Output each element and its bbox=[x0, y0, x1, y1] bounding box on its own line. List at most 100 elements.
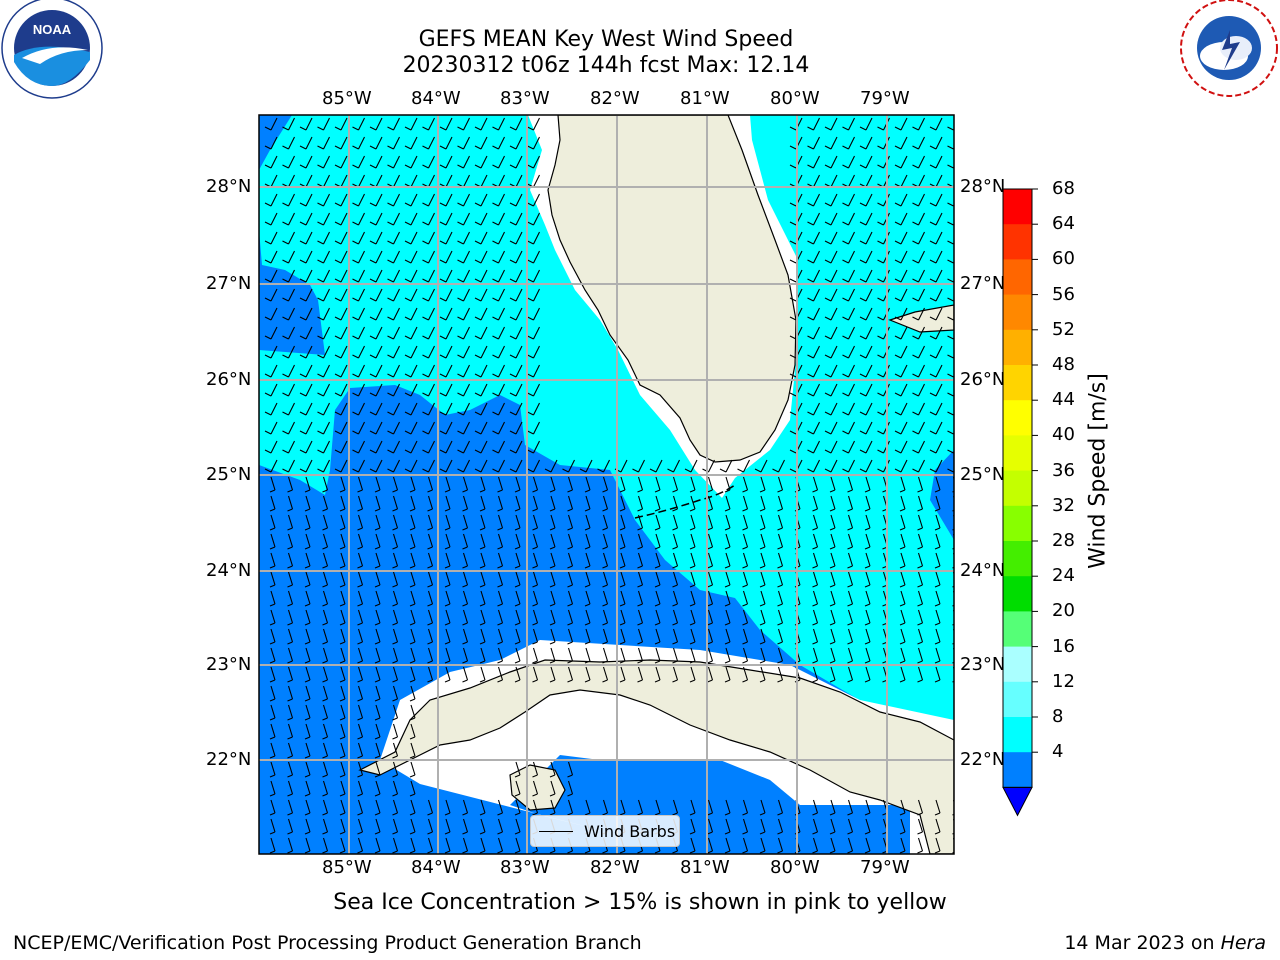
wind-barb bbox=[934, 514, 941, 531]
wind-barb bbox=[269, 837, 276, 854]
wind-barb bbox=[527, 155, 540, 169]
wind-barb bbox=[514, 609, 521, 626]
wind-barb bbox=[894, 383, 908, 397]
wind-barb bbox=[947, 259, 954, 264]
colorbar-frame bbox=[1002, 188, 1033, 788]
wind-barb bbox=[474, 421, 488, 435]
wind-barb bbox=[847, 799, 854, 816]
wind-barb bbox=[287, 818, 294, 835]
wind-barb bbox=[812, 666, 819, 683]
wind-barb bbox=[829, 533, 836, 550]
wind-barb bbox=[374, 742, 381, 759]
wind-barb bbox=[947, 373, 954, 378]
lon-tick-top: 80°W bbox=[770, 88, 820, 109]
wind-barb bbox=[352, 231, 365, 245]
wind-barb bbox=[947, 411, 954, 416]
wind-barb bbox=[842, 402, 855, 416]
wind-barb bbox=[912, 155, 925, 169]
wind-barb bbox=[299, 117, 313, 131]
wind-barb bbox=[894, 212, 908, 226]
wind-barb bbox=[374, 761, 381, 778]
wind-barb bbox=[899, 628, 906, 645]
wind-barb bbox=[584, 552, 591, 569]
wind-barb bbox=[894, 402, 908, 416]
wind-barb bbox=[777, 552, 784, 569]
wind-barb bbox=[339, 552, 346, 569]
wind-barb bbox=[689, 647, 696, 664]
wind-barb bbox=[509, 326, 523, 340]
wind-barb bbox=[527, 117, 540, 131]
wind-barb bbox=[602, 647, 609, 664]
wind-barb bbox=[654, 514, 661, 531]
wind-barb bbox=[847, 818, 854, 835]
wind-barb bbox=[934, 818, 941, 835]
wind-barb bbox=[282, 345, 295, 359]
wind-barb bbox=[742, 533, 749, 550]
wind-barb bbox=[549, 761, 556, 778]
wind-barb bbox=[929, 269, 943, 283]
map-graticule bbox=[259, 115, 954, 854]
lon-tick-top: 85°W bbox=[322, 88, 372, 109]
wind-barb bbox=[392, 818, 399, 835]
wind-barb bbox=[829, 571, 836, 588]
wind-barb bbox=[532, 552, 539, 569]
wind-barb bbox=[287, 704, 294, 721]
wind-barb bbox=[287, 780, 294, 797]
colorbar-tick-label: 56 bbox=[1052, 283, 1075, 305]
wind-barb bbox=[322, 628, 329, 645]
wind-barb bbox=[282, 364, 295, 378]
wind-barb bbox=[269, 533, 276, 550]
wind-barb bbox=[934, 799, 941, 816]
wind-barb bbox=[807, 307, 820, 321]
wind-barb bbox=[462, 571, 469, 588]
noaa-logo-text: NOAA bbox=[33, 22, 72, 37]
colorbar-tick-label: 64 bbox=[1052, 213, 1075, 235]
wind-barb bbox=[422, 345, 435, 359]
wind-barb bbox=[352, 250, 365, 264]
wind-barb bbox=[444, 495, 451, 512]
wind-barb bbox=[422, 440, 435, 454]
florida-land bbox=[547, 115, 797, 463]
wind-barb bbox=[474, 440, 488, 454]
wind-barb bbox=[322, 609, 329, 626]
wind-barb bbox=[754, 459, 768, 473]
wind-barb bbox=[724, 552, 731, 569]
wind-barb bbox=[707, 837, 714, 854]
wind-barb bbox=[829, 818, 836, 835]
wind-barb bbox=[339, 761, 346, 778]
wind-barb bbox=[334, 193, 348, 207]
wind-barb bbox=[299, 459, 313, 473]
wind-barb bbox=[549, 552, 556, 569]
wind-barb bbox=[457, 193, 470, 207]
wind-barb bbox=[824, 269, 838, 283]
wind-barb bbox=[457, 212, 470, 226]
wind-barb bbox=[439, 459, 453, 473]
wind-barb bbox=[374, 590, 381, 607]
wind-barb bbox=[894, 288, 908, 302]
wind-barb bbox=[654, 647, 661, 664]
wind-barb bbox=[912, 364, 925, 378]
wind-barb bbox=[439, 136, 453, 150]
wind-barb bbox=[509, 117, 523, 131]
wind-barb bbox=[369, 421, 383, 435]
wind-barb bbox=[637, 514, 644, 531]
wind-barb bbox=[689, 837, 696, 854]
wind-barb bbox=[824, 459, 838, 473]
wind-barb bbox=[439, 345, 453, 359]
wind-barb bbox=[724, 628, 731, 645]
wind-barb bbox=[654, 799, 661, 816]
wind-barb bbox=[602, 495, 609, 512]
wind-barb bbox=[334, 402, 348, 416]
colorbar-segment bbox=[1003, 717, 1032, 753]
wind-barb bbox=[689, 628, 696, 645]
wind-barb bbox=[269, 552, 276, 569]
wind-barb bbox=[777, 495, 784, 512]
wind-barb bbox=[772, 459, 785, 473]
wind-barb bbox=[894, 307, 908, 321]
wind-barb bbox=[422, 269, 435, 283]
colorbar-tick-label: 40 bbox=[1052, 424, 1075, 446]
wind-barb bbox=[339, 742, 346, 759]
wind-barb bbox=[917, 799, 924, 816]
wind-barb bbox=[509, 364, 523, 378]
wind-barb bbox=[269, 571, 276, 588]
